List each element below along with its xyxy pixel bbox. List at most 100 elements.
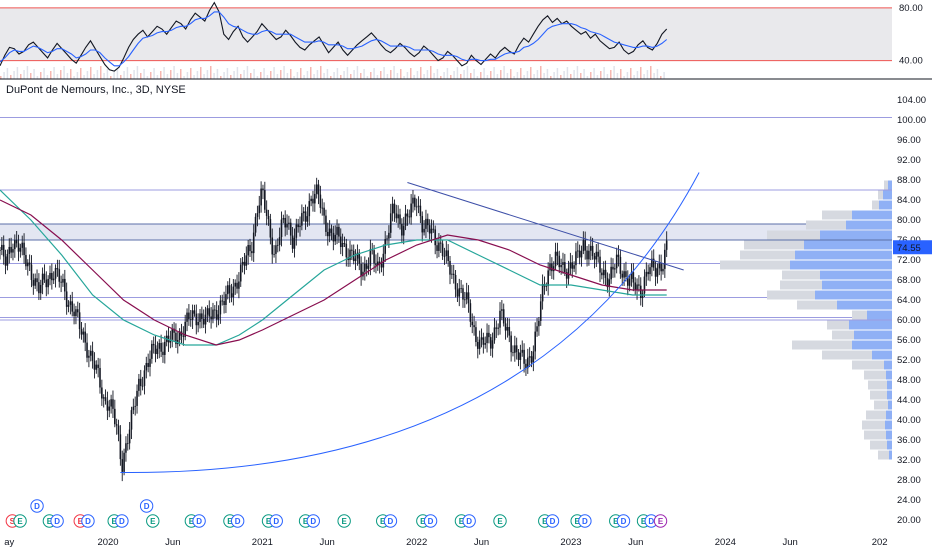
volume-bar <box>300 68 302 79</box>
rsi-series-line <box>0 1 668 72</box>
time-axis[interactable]: ay 2020 Jun 2021 Jun 2022 Jun 2023 Jun 2024 Jun 202 <box>4 537 887 548</box>
volume-profile-up <box>837 300 892 310</box>
candle-body <box>156 348 159 355</box>
candle-body <box>317 184 320 195</box>
volume-bar <box>563 71 565 79</box>
candle-body <box>649 267 651 275</box>
volume-bar <box>273 67 275 79</box>
last-price-badge <box>893 240 932 255</box>
candle-body <box>539 301 542 321</box>
volume-bar <box>233 71 235 79</box>
event-marker-e <box>337 514 351 528</box>
candle-body <box>597 251 599 257</box>
candle-body <box>173 328 175 333</box>
volume-bar <box>190 68 192 79</box>
candle-body <box>208 308 211 317</box>
candle-body <box>454 275 457 290</box>
volume-bar <box>390 70 392 79</box>
volume-bar <box>620 69 622 79</box>
candle-body <box>108 406 111 411</box>
candle-body <box>617 254 620 257</box>
candle-body <box>69 301 72 305</box>
curved-trendline <box>120 172 700 474</box>
candle-body <box>660 263 662 272</box>
candle-body <box>464 299 466 301</box>
price-tick-label: 52.00 <box>897 355 921 366</box>
candle-body <box>658 263 661 269</box>
volume-bar <box>626 72 629 79</box>
candle-body <box>578 250 581 258</box>
volume-bar <box>206 70 209 79</box>
candle-body <box>512 352 514 354</box>
candle-body <box>664 249 666 269</box>
price-tick-label: 20.00 <box>897 515 921 526</box>
volume-bar <box>70 69 72 79</box>
event-marker-label: D <box>582 517 588 526</box>
event-marker-label: D <box>388 517 394 526</box>
candle-body <box>634 282 637 291</box>
event-marker-label: E <box>542 517 548 526</box>
volume-bar <box>6 68 9 79</box>
volume-profile-down <box>806 220 846 230</box>
volume-bar <box>236 67 239 79</box>
volume-profile-up <box>886 410 892 420</box>
volume-bar <box>386 74 389 79</box>
volume-profile-up <box>852 210 892 220</box>
price-axis[interactable]: 80.00 40.00 20.00 24.00 28.00 32.00 36.00 40.00… <box>893 3 932 526</box>
event-marker-label: D <box>648 517 654 526</box>
volume-bar <box>243 70 245 79</box>
candle-body <box>428 225 431 234</box>
candle-body <box>15 240 18 244</box>
candle-body <box>293 237 296 249</box>
candle-body <box>560 264 562 268</box>
volume-bar <box>93 74 95 79</box>
event-marker-label: E <box>17 517 23 526</box>
candle-body <box>204 314 207 325</box>
volume-profile-down <box>862 420 885 430</box>
volume-bar <box>306 71 309 79</box>
volume-profile-down <box>782 270 820 280</box>
volume-profile-down <box>744 240 804 250</box>
candle-body <box>393 203 396 214</box>
candle-body <box>245 255 248 266</box>
volume-bar <box>446 68 449 79</box>
candle-body <box>243 261 246 266</box>
candle-body <box>641 293 644 299</box>
candle-body <box>551 263 553 272</box>
volume-bar <box>353 70 355 79</box>
candle-body <box>541 283 544 302</box>
candle-body <box>65 291 68 307</box>
candle-body <box>367 265 370 269</box>
candle-body <box>406 213 409 217</box>
candle-body <box>491 340 494 349</box>
candle-body <box>349 249 351 261</box>
event-marker-label: E <box>47 517 53 526</box>
volume-bar <box>346 67 349 79</box>
volume-bar <box>660 76 662 79</box>
volume-bar <box>366 76 369 79</box>
volume-bar <box>643 74 645 79</box>
event-marker-e <box>653 514 668 528</box>
candle-body <box>106 401 109 411</box>
volume-bar <box>470 73 472 79</box>
candle-body <box>662 268 664 272</box>
volume-profile-up <box>795 250 892 260</box>
volume-profile-up <box>790 260 892 270</box>
candle-body <box>493 327 496 341</box>
candle-body <box>154 345 157 355</box>
candle-body <box>84 331 86 343</box>
candle-body <box>43 273 46 280</box>
volume-bar <box>56 74 59 79</box>
price-tick-label: 44.00 <box>897 395 921 406</box>
candle-body <box>130 410 133 430</box>
volume-bar <box>180 69 182 79</box>
candle-body <box>306 216 309 222</box>
candle-body <box>241 261 244 265</box>
event-marker-label: E <box>78 517 84 526</box>
candle-body <box>341 243 344 248</box>
volume-bar <box>496 74 499 79</box>
volume-bar <box>216 69 219 79</box>
volume-bar <box>516 72 519 79</box>
volume-bar <box>276 74 279 79</box>
